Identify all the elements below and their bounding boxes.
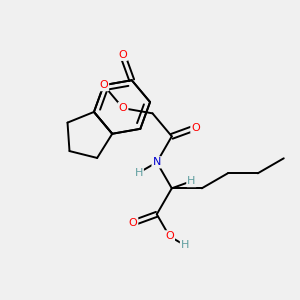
Text: H: H — [187, 176, 196, 186]
Text: O: O — [165, 231, 174, 242]
Text: H: H — [134, 168, 143, 178]
Text: O: O — [191, 123, 200, 133]
Text: O: O — [118, 50, 127, 60]
Text: O: O — [118, 103, 127, 113]
Text: N: N — [153, 157, 161, 167]
Text: O: O — [128, 218, 137, 228]
Text: H: H — [181, 240, 189, 250]
Text: O: O — [99, 80, 108, 90]
